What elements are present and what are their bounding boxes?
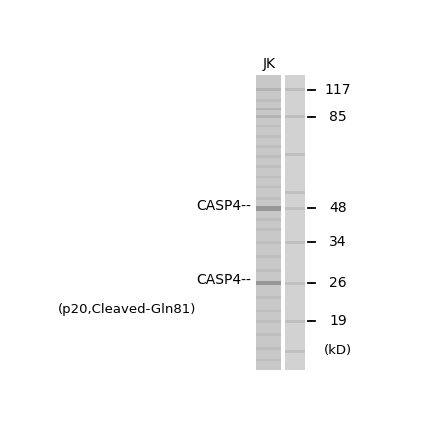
Bar <box>256 145 281 148</box>
Bar <box>285 320 305 323</box>
Bar <box>256 359 281 362</box>
Text: 26: 26 <box>329 276 347 290</box>
Bar <box>285 207 305 210</box>
Bar <box>256 197 281 200</box>
Bar <box>256 165 281 168</box>
Bar <box>256 155 281 158</box>
Bar <box>256 347 281 350</box>
Bar <box>256 218 281 220</box>
Text: (p20,Cleaved-Gln81): (p20,Cleaved-Gln81) <box>58 303 196 317</box>
Bar <box>256 310 281 312</box>
Bar <box>285 282 305 285</box>
Text: CASP4--: CASP4-- <box>196 273 251 288</box>
Bar <box>285 75 305 370</box>
Bar <box>256 269 281 272</box>
Bar <box>285 350 305 353</box>
Bar <box>256 88 281 91</box>
Bar <box>256 255 281 258</box>
Bar <box>285 115 305 118</box>
Text: 85: 85 <box>329 110 347 124</box>
Bar <box>256 99 281 102</box>
Text: 34: 34 <box>329 235 347 250</box>
Bar <box>256 241 281 244</box>
Bar <box>256 228 281 231</box>
Bar <box>256 186 281 188</box>
Bar <box>256 124 281 127</box>
Text: JK: JK <box>263 57 275 71</box>
Bar <box>285 153 305 156</box>
Bar <box>256 108 281 110</box>
Bar <box>256 320 281 322</box>
Text: 117: 117 <box>325 82 351 97</box>
Bar <box>256 115 281 119</box>
Bar <box>285 191 305 194</box>
Bar <box>256 206 281 211</box>
Bar <box>256 176 281 178</box>
Bar <box>256 135 281 138</box>
Bar <box>256 333 281 336</box>
Text: (kD): (kD) <box>324 344 352 356</box>
Text: 19: 19 <box>329 314 347 328</box>
Bar <box>256 296 281 299</box>
Bar <box>285 88 305 91</box>
Text: 48: 48 <box>329 202 347 216</box>
Bar <box>256 75 281 370</box>
Text: CASP4--: CASP4-- <box>196 199 251 213</box>
Bar <box>256 281 281 285</box>
Bar <box>285 241 305 244</box>
